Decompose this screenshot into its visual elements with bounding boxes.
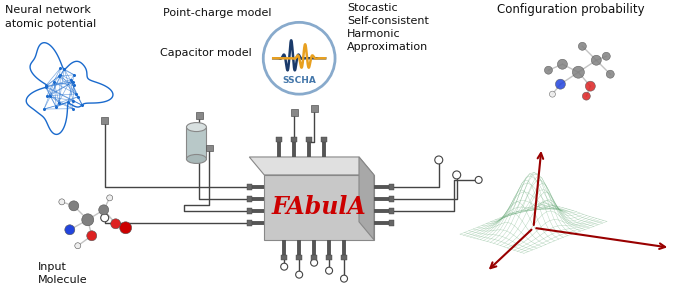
- Circle shape: [586, 81, 595, 91]
- Ellipse shape: [186, 154, 206, 164]
- Bar: [196, 112, 203, 119]
- Bar: [282, 255, 287, 260]
- Bar: [247, 196, 252, 202]
- Bar: [326, 255, 332, 260]
- Circle shape: [296, 271, 303, 278]
- Circle shape: [435, 156, 443, 164]
- Bar: [306, 137, 312, 142]
- Circle shape: [573, 66, 584, 78]
- Circle shape: [453, 171, 461, 179]
- Text: Neural network
atomic potential: Neural network atomic potential: [5, 5, 96, 29]
- Circle shape: [325, 267, 332, 274]
- Circle shape: [107, 195, 113, 201]
- Bar: [290, 108, 298, 116]
- Circle shape: [545, 66, 552, 74]
- Circle shape: [87, 231, 97, 241]
- Bar: [101, 117, 108, 124]
- Bar: [310, 105, 318, 112]
- Polygon shape: [264, 175, 374, 240]
- Bar: [296, 255, 302, 260]
- Bar: [341, 255, 347, 260]
- Ellipse shape: [186, 122, 206, 131]
- Circle shape: [475, 176, 482, 183]
- Text: Input
Molecule: Input Molecule: [38, 262, 88, 285]
- Bar: [276, 137, 282, 142]
- Bar: [186, 127, 206, 159]
- Bar: [247, 184, 252, 190]
- Bar: [321, 137, 327, 142]
- Text: Capacitor model: Capacitor model: [160, 48, 251, 58]
- Text: Point-charge model: Point-charge model: [162, 8, 271, 18]
- Circle shape: [281, 263, 288, 270]
- Circle shape: [65, 225, 75, 235]
- Text: Configuration probability: Configuration probability: [497, 3, 644, 16]
- Bar: [311, 255, 317, 260]
- Bar: [389, 196, 394, 202]
- Circle shape: [111, 219, 121, 229]
- Text: SSCHA: SSCHA: [282, 76, 316, 85]
- Circle shape: [99, 205, 109, 215]
- Circle shape: [591, 55, 601, 65]
- Circle shape: [602, 52, 610, 60]
- Circle shape: [578, 42, 586, 50]
- Circle shape: [75, 243, 81, 249]
- Circle shape: [68, 201, 79, 211]
- Circle shape: [101, 214, 109, 222]
- Bar: [247, 220, 252, 226]
- Bar: [291, 137, 297, 142]
- Circle shape: [606, 70, 614, 78]
- Circle shape: [120, 222, 132, 234]
- Polygon shape: [249, 157, 374, 175]
- Circle shape: [59, 199, 65, 205]
- Circle shape: [82, 214, 94, 226]
- Bar: [247, 208, 252, 214]
- Circle shape: [340, 275, 347, 282]
- Circle shape: [549, 91, 556, 97]
- Circle shape: [310, 259, 318, 266]
- Bar: [206, 145, 213, 151]
- Circle shape: [558, 59, 567, 69]
- Circle shape: [556, 79, 565, 89]
- Polygon shape: [359, 157, 374, 240]
- Text: Stocastic
Self-consistent
Harmonic
Approximation: Stocastic Self-consistent Harmonic Appro…: [347, 3, 429, 52]
- Text: FAbulA: FAbulA: [272, 195, 366, 219]
- Bar: [389, 184, 394, 190]
- Circle shape: [582, 92, 590, 100]
- Bar: [389, 220, 394, 226]
- Circle shape: [263, 22, 335, 94]
- Bar: [389, 208, 394, 214]
